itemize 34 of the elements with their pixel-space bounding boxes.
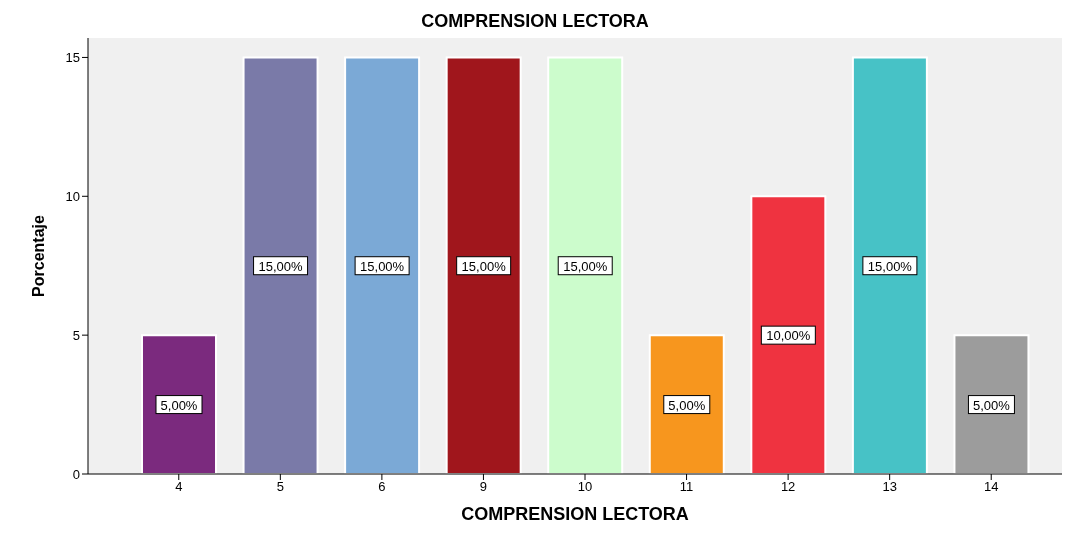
bar xyxy=(344,56,421,474)
x-axis-title: COMPRENSION LECTORA xyxy=(460,504,690,525)
bar xyxy=(851,56,928,474)
bar xyxy=(242,56,319,474)
bar xyxy=(953,334,1030,474)
bar xyxy=(547,56,624,474)
data-label: 10,00% xyxy=(766,328,811,344)
x-tick-label: 4 xyxy=(175,479,183,495)
y-tick-label: 0 xyxy=(72,466,80,482)
x-tick-label: 14 xyxy=(983,479,999,495)
x-tick-label: 6 xyxy=(378,479,386,495)
x-tick-label: 13 xyxy=(882,479,897,495)
y-tick-label: 15 xyxy=(65,50,80,66)
bar xyxy=(141,334,217,474)
data-label: 5,00% xyxy=(668,397,706,413)
x-tick-label: 5 xyxy=(276,479,284,495)
y-tick-label: 5 xyxy=(72,327,80,343)
data-label: 15,00% xyxy=(461,258,507,274)
y-axis-title: Porcentaje xyxy=(29,214,47,297)
y-tick-label: 10 xyxy=(65,188,80,204)
data-label: 5,00% xyxy=(160,397,198,413)
bar xyxy=(648,334,725,474)
data-label: 5,00% xyxy=(973,397,1011,413)
chart-title: COMPRENSION LECTORA xyxy=(420,10,650,33)
data-label: 15,00% xyxy=(360,258,405,274)
bar xyxy=(750,195,827,474)
data-label: 15,00% xyxy=(563,258,608,274)
bar xyxy=(445,56,522,474)
x-tick-label: 12 xyxy=(780,479,796,495)
data-label: 15,00% xyxy=(258,258,304,274)
x-tick-label: 11 xyxy=(679,479,694,495)
data-label: 15,00% xyxy=(867,258,913,274)
x-tick-label: 9 xyxy=(479,479,488,495)
x-tick-label: 10 xyxy=(577,479,593,495)
